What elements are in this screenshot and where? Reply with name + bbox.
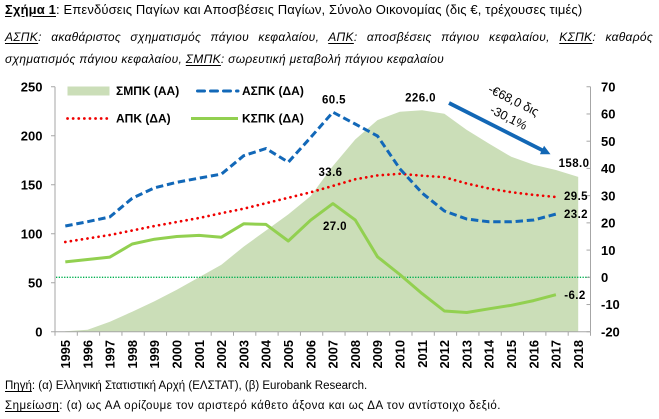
svg-text:2014: 2014 (482, 339, 497, 368)
svg-text:60.5: 60.5 (322, 95, 346, 107)
svg-text:2000: 2000 (170, 340, 185, 368)
svg-text:50: 50 (601, 134, 615, 149)
svg-text:2018: 2018 (571, 340, 586, 368)
svg-text:100: 100 (21, 226, 43, 241)
svg-text:1997: 1997 (103, 340, 118, 368)
svg-text:ΣΜΠΚ (ΑΑ): ΣΜΠΚ (ΑΑ) (116, 84, 179, 98)
svg-text:-10: -10 (601, 297, 620, 312)
svg-text:158.0: 158.0 (559, 158, 590, 170)
svg-text:2016: 2016 (526, 340, 541, 368)
svg-text:150: 150 (21, 177, 43, 192)
svg-text:27.0: 27.0 (323, 221, 347, 233)
svg-text:29.5: 29.5 (564, 191, 588, 203)
svg-text:0: 0 (601, 270, 608, 285)
svg-text:2002: 2002 (214, 340, 229, 368)
svg-text:-20: -20 (601, 324, 620, 339)
svg-text:0: 0 (35, 324, 42, 339)
svg-text:200: 200 (21, 128, 43, 143)
svg-text:ΑΠΚ (ΔΑ): ΑΠΚ (ΔΑ) (116, 112, 171, 126)
svg-text:23.2: 23.2 (564, 209, 588, 221)
svg-text:60: 60 (601, 107, 615, 122)
svg-text:10: 10 (601, 243, 615, 258)
svg-text:20: 20 (601, 216, 615, 231)
svg-text:2013: 2013 (459, 340, 474, 368)
svg-text:50: 50 (28, 275, 42, 290)
svg-text:2007: 2007 (326, 340, 341, 368)
svg-text:2006: 2006 (303, 340, 318, 368)
svg-text:2017: 2017 (549, 340, 564, 368)
svg-text:ΚΣΠΚ (ΔΑ): ΚΣΠΚ (ΔΑ) (242, 112, 304, 126)
svg-text:2008: 2008 (348, 340, 363, 368)
svg-text:1995: 1995 (58, 340, 73, 368)
svg-text:2005: 2005 (281, 340, 296, 368)
svg-text:33.6: 33.6 (319, 167, 343, 179)
svg-text:2004: 2004 (259, 339, 274, 368)
svg-text:2011: 2011 (415, 340, 430, 368)
svg-text:250: 250 (21, 79, 43, 94)
svg-text:1999: 1999 (147, 340, 162, 368)
svg-text:2001: 2001 (192, 340, 207, 368)
svg-text:2015: 2015 (504, 340, 519, 368)
svg-text:40: 40 (601, 161, 615, 176)
svg-text:226.0: 226.0 (405, 93, 436, 105)
svg-text:30: 30 (601, 188, 615, 203)
svg-text:2012: 2012 (437, 340, 452, 368)
svg-text:2003: 2003 (236, 340, 251, 368)
svg-text:1996: 1996 (80, 340, 95, 368)
svg-text:70: 70 (601, 79, 615, 94)
svg-text:2009: 2009 (370, 340, 385, 368)
svg-text:-6.2: -6.2 (564, 290, 585, 302)
svg-text:2010: 2010 (393, 340, 408, 368)
svg-text:ΑΣΠΚ (ΔΑ): ΑΣΠΚ (ΔΑ) (242, 84, 304, 98)
svg-text:1998: 1998 (125, 340, 140, 368)
